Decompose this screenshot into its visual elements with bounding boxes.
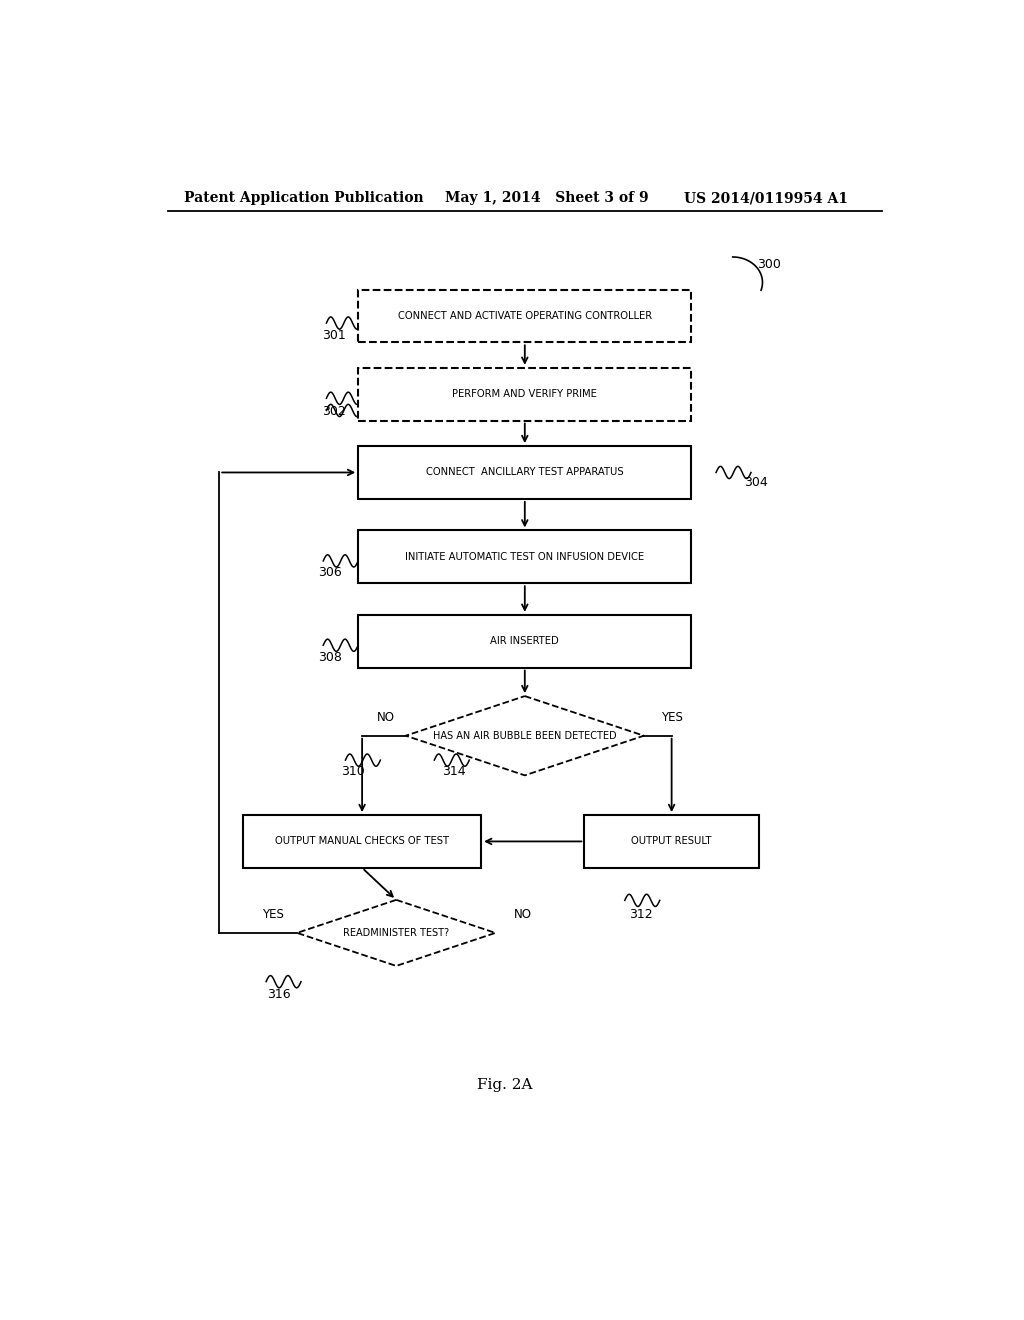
- Text: READMINISTER TEST?: READMINISTER TEST?: [343, 928, 450, 939]
- Text: AIR INSERTED: AIR INSERTED: [490, 636, 559, 647]
- Text: 308: 308: [318, 651, 342, 664]
- Bar: [358, 615, 691, 668]
- Text: 301: 301: [323, 329, 346, 342]
- Text: OUTPUT RESULT: OUTPUT RESULT: [632, 837, 712, 846]
- Text: OUTPUT MANUAL CHECKS OF TEST: OUTPUT MANUAL CHECKS OF TEST: [275, 837, 450, 846]
- Text: US 2014/0119954 A1: US 2014/0119954 A1: [684, 191, 848, 205]
- Text: CONNECT AND ACTIVATE OPERATING CONTROLLER: CONNECT AND ACTIVATE OPERATING CONTROLLE…: [397, 312, 652, 321]
- Text: May 1, 2014   Sheet 3 of 9: May 1, 2014 Sheet 3 of 9: [445, 191, 649, 205]
- Text: NO: NO: [514, 908, 532, 921]
- Bar: [358, 289, 691, 342]
- Text: 302: 302: [323, 404, 346, 417]
- Bar: [243, 814, 481, 867]
- Bar: [585, 814, 759, 867]
- Text: YES: YES: [262, 908, 285, 921]
- Text: 306: 306: [318, 566, 342, 579]
- Text: 314: 314: [442, 766, 466, 779]
- Text: NO: NO: [377, 710, 395, 723]
- Text: 304: 304: [743, 475, 768, 488]
- Text: 316: 316: [267, 987, 291, 1001]
- Text: PERFORM AND VERIFY PRIME: PERFORM AND VERIFY PRIME: [453, 389, 597, 399]
- Text: CONNECT  ANCILLARY TEST APPARATUS: CONNECT ANCILLARY TEST APPARATUS: [426, 467, 624, 478]
- Text: 312: 312: [630, 908, 653, 920]
- Text: Patent Application Publication: Patent Application Publication: [183, 191, 423, 205]
- Bar: [358, 368, 691, 421]
- Bar: [358, 446, 691, 499]
- Bar: [358, 531, 691, 583]
- Text: 300: 300: [758, 259, 781, 271]
- Text: INITIATE AUTOMATIC TEST ON INFUSION DEVICE: INITIATE AUTOMATIC TEST ON INFUSION DEVI…: [406, 552, 644, 562]
- Text: Fig. 2A: Fig. 2A: [477, 1078, 532, 1093]
- Text: HAS AN AIR BUBBLE BEEN DETECTED: HAS AN AIR BUBBLE BEEN DETECTED: [433, 731, 616, 741]
- Text: YES: YES: [660, 710, 683, 723]
- Text: 310: 310: [341, 766, 365, 779]
